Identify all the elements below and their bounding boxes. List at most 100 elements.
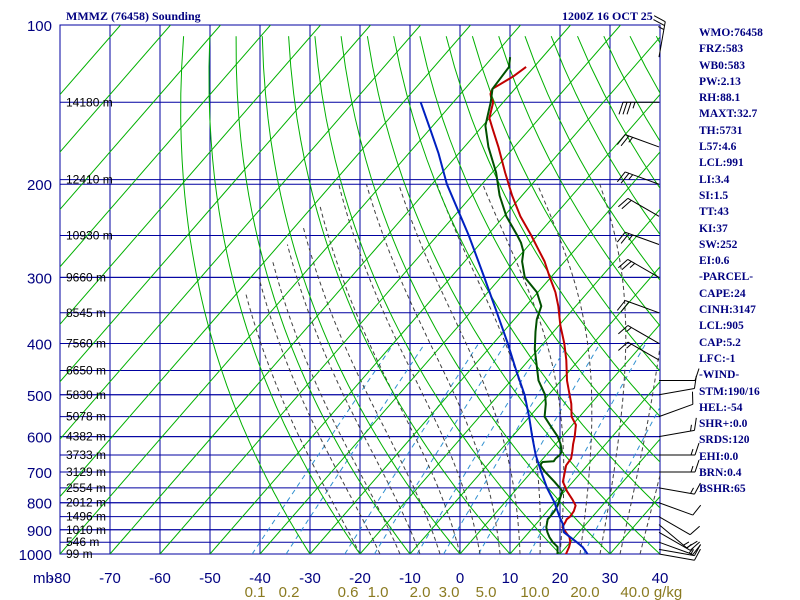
index-item: WB0:583 bbox=[699, 59, 745, 72]
wind-barb bbox=[618, 258, 660, 278]
wind-barb bbox=[616, 300, 660, 314]
height-label: 1496 m bbox=[66, 510, 106, 524]
mixing-ratio-label: 10.0 bbox=[520, 584, 549, 600]
index-item: FRZ:583 bbox=[699, 43, 744, 56]
wind-barb bbox=[616, 171, 660, 185]
dry-adiabat bbox=[393, 36, 660, 509]
isotherm-line bbox=[60, 25, 521, 554]
isotherm-line bbox=[60, 25, 421, 440]
wind-barb bbox=[618, 341, 660, 361]
pressure-label: 900 bbox=[27, 523, 52, 540]
index-item: SI:1.5 bbox=[699, 189, 729, 202]
index-item: STM:190/16 bbox=[699, 385, 760, 398]
index-item: HEL:-54 bbox=[699, 401, 743, 414]
wind-barb bbox=[618, 197, 660, 217]
valid-time: 1200Z 16 OCT 25 bbox=[562, 9, 653, 23]
pressure-label: 1000 bbox=[19, 547, 52, 564]
height-label: 1010 m bbox=[66, 523, 106, 537]
height-label: 7560 m bbox=[66, 336, 106, 350]
wind-barb bbox=[618, 101, 659, 115]
dry-adiabat bbox=[261, 36, 461, 554]
moist-adiabat bbox=[398, 184, 521, 554]
mixing-ratio-line bbox=[251, 343, 395, 554]
mixing-ratio-label: 0.2 bbox=[279, 584, 300, 600]
mixing-ratio-label: 3.0 bbox=[439, 584, 460, 600]
pressure-label: 600 bbox=[27, 430, 52, 447]
index-item: SW:252 bbox=[699, 238, 738, 251]
index-item: LFC:-1 bbox=[699, 352, 736, 365]
station-title: MMMZ (76458) Sounding bbox=[66, 9, 201, 23]
wind-barb bbox=[658, 502, 702, 516]
height-label: 5830 m bbox=[66, 388, 106, 402]
temperature-profile bbox=[488, 66, 577, 554]
wind-barbs bbox=[616, 15, 702, 561]
isotherm-line bbox=[209, 36, 660, 554]
height-label: 4382 m bbox=[66, 430, 106, 444]
wind-barb bbox=[658, 391, 694, 418]
parcel-profile bbox=[419, 101, 589, 554]
mixing-ratio-line bbox=[285, 343, 426, 554]
dry-adiabat bbox=[471, 36, 660, 372]
moist-adiabat bbox=[619, 342, 660, 554]
isotherm-line bbox=[109, 25, 571, 554]
temperature-tick-label: -50 bbox=[199, 570, 221, 587]
height-label: 10930 m bbox=[66, 229, 113, 243]
mixing-ratio-label: 5.0 bbox=[476, 584, 497, 600]
isotherm-line bbox=[60, 25, 221, 211]
temperature-tick-label: -70 bbox=[99, 570, 121, 587]
mixing-ratio-label: 40.0 bbox=[620, 584, 649, 600]
temperature-tick-label: 40 bbox=[652, 570, 669, 587]
temperature-tick-label: -80 bbox=[49, 570, 71, 587]
mixing-ratio-label: 20.0 bbox=[570, 584, 599, 600]
index-item: PW:2.13 bbox=[699, 75, 741, 88]
temperature-tick-label: -10 bbox=[399, 570, 421, 587]
temperature-tick-label: -40 bbox=[249, 570, 271, 587]
mixing-ratio-label: 2.0 bbox=[410, 584, 431, 600]
height-label: 6650 m bbox=[66, 364, 106, 378]
pressure-label: 500 bbox=[27, 388, 52, 405]
isotherm-line bbox=[309, 151, 660, 554]
index-item: CINH:3147 bbox=[699, 304, 756, 317]
height-label: 9660 m bbox=[66, 270, 106, 284]
isotherm-line bbox=[259, 93, 660, 554]
dry-adiabat bbox=[288, 36, 511, 554]
index-item: -PARCEL- bbox=[699, 271, 754, 284]
wind-barb bbox=[658, 482, 701, 495]
dry-adiabat bbox=[445, 36, 660, 418]
dry-adiabat bbox=[235, 36, 411, 554]
temperature-tick-label: 10 bbox=[502, 570, 519, 587]
isotherm-line bbox=[60, 25, 171, 153]
dry-adiabat bbox=[208, 36, 361, 554]
temperature-tick-label: 20 bbox=[552, 570, 569, 587]
wind-barb bbox=[658, 544, 701, 557]
moist-adiabat bbox=[244, 292, 361, 554]
mixing-ratio-label: 0.6 bbox=[338, 584, 359, 600]
temperature-tick-label: -20 bbox=[349, 570, 371, 587]
height-label: 546 m bbox=[66, 535, 99, 549]
mixing-ratio-lines bbox=[251, 343, 660, 554]
dry-adiabat bbox=[498, 36, 660, 327]
temperature-tick-label: 30 bbox=[602, 570, 619, 587]
isotherm-line bbox=[459, 323, 660, 554]
dry-adiabat bbox=[340, 36, 611, 554]
isotherm-line bbox=[159, 25, 621, 554]
pressure-label: 100 bbox=[27, 18, 52, 35]
mixing-ratio-line bbox=[443, 343, 569, 554]
wind-barb bbox=[658, 531, 700, 551]
pressure-label: 700 bbox=[27, 465, 52, 482]
mixing-ratio-line bbox=[528, 343, 647, 554]
wind-barb bbox=[659, 368, 700, 382]
dry-adiabat bbox=[180, 36, 311, 554]
dry-adiabats bbox=[180, 35, 660, 554]
isotherms bbox=[60, 25, 660, 554]
moist-adiabat bbox=[302, 225, 441, 554]
mixing-ratio-line bbox=[478, 343, 601, 554]
isotherm-line bbox=[509, 380, 660, 554]
mixing-ratio-line bbox=[373, 343, 507, 554]
height-label: 3129 m bbox=[66, 465, 106, 479]
dry-adiabat bbox=[419, 36, 660, 463]
isotherm-line bbox=[60, 25, 271, 268]
moist-adiabat bbox=[436, 184, 541, 554]
dewpoint-profile bbox=[484, 56, 564, 554]
